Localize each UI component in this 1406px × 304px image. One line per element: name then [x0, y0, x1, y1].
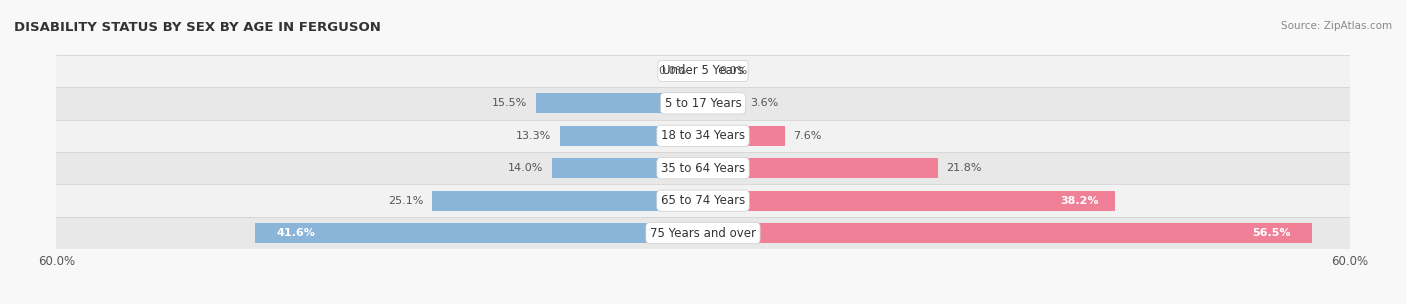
Text: 56.5%: 56.5%: [1251, 228, 1291, 238]
Text: 41.6%: 41.6%: [276, 228, 315, 238]
Bar: [703, 191, 1115, 211]
Text: 13.3%: 13.3%: [516, 131, 551, 141]
Text: 14.0%: 14.0%: [508, 163, 544, 173]
Bar: [56, 119, 1350, 152]
Bar: [56, 55, 1350, 87]
Bar: [560, 126, 703, 146]
Legend: Male, Female: Male, Female: [637, 303, 769, 304]
Text: 7.6%: 7.6%: [793, 131, 823, 141]
Text: 15.5%: 15.5%: [492, 98, 527, 108]
Bar: [703, 158, 938, 178]
Bar: [254, 223, 703, 243]
Text: 3.6%: 3.6%: [751, 98, 779, 108]
Text: 38.2%: 38.2%: [1060, 196, 1098, 206]
Bar: [703, 223, 1312, 243]
Text: 21.8%: 21.8%: [946, 163, 983, 173]
Bar: [536, 93, 703, 113]
Text: 5 to 17 Years: 5 to 17 Years: [665, 97, 741, 110]
Bar: [56, 185, 1350, 217]
Bar: [703, 93, 742, 113]
Bar: [433, 191, 703, 211]
Text: Source: ZipAtlas.com: Source: ZipAtlas.com: [1281, 21, 1392, 31]
Text: 0.0%: 0.0%: [720, 66, 748, 76]
Bar: [553, 158, 703, 178]
Text: 65 to 74 Years: 65 to 74 Years: [661, 194, 745, 207]
Text: 0.0%: 0.0%: [658, 66, 688, 76]
Bar: [56, 152, 1350, 185]
Text: DISABILITY STATUS BY SEX BY AGE IN FERGUSON: DISABILITY STATUS BY SEX BY AGE IN FERGU…: [14, 21, 381, 34]
Text: Under 5 Years: Under 5 Years: [662, 64, 744, 78]
Bar: [56, 87, 1350, 119]
Bar: [703, 126, 785, 146]
Text: 75 Years and over: 75 Years and over: [650, 226, 756, 240]
Text: 25.1%: 25.1%: [388, 196, 423, 206]
Text: 35 to 64 Years: 35 to 64 Years: [661, 162, 745, 175]
Bar: [56, 217, 1350, 249]
Text: 18 to 34 Years: 18 to 34 Years: [661, 129, 745, 142]
